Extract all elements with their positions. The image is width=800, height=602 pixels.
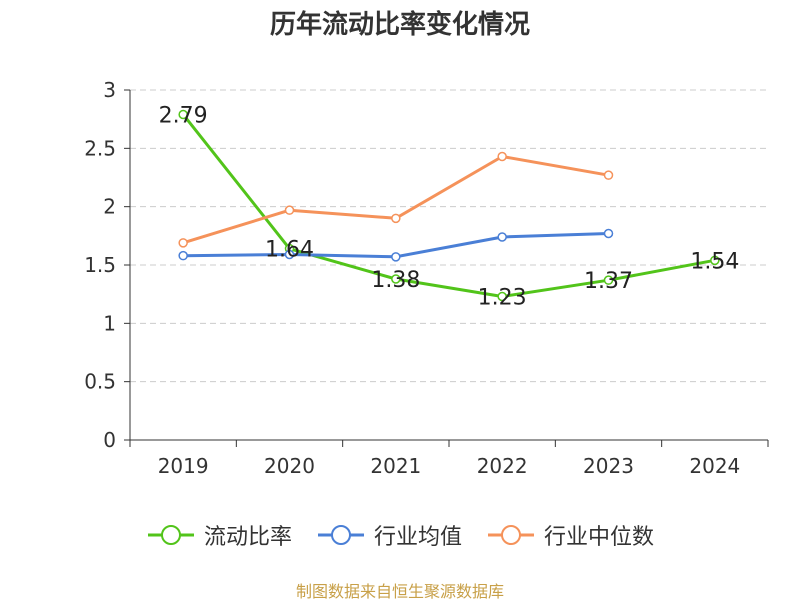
data-point bbox=[178, 109, 188, 120]
data-point bbox=[603, 170, 614, 180]
data-point bbox=[284, 249, 295, 260]
y-tick-label: 1 bbox=[103, 311, 116, 335]
x-tick-label: 2019 bbox=[158, 454, 209, 478]
data-point bbox=[710, 255, 720, 266]
x-tick-label: 2023 bbox=[583, 454, 634, 478]
legend-line-icon bbox=[147, 525, 194, 545]
data-point bbox=[178, 238, 188, 248]
data-label: 1.37 bbox=[584, 269, 633, 294]
series-lines bbox=[178, 109, 720, 302]
legend-item[interactable]: 流动比率 bbox=[146, 519, 292, 551]
data-point bbox=[391, 213, 401, 224]
legend-label: 行业均值 bbox=[373, 525, 462, 550]
data-label: 1.64 bbox=[265, 238, 314, 263]
series-line-2 bbox=[182, 155, 609, 245]
data-point bbox=[178, 250, 188, 261]
y-tick-label: 1.5 bbox=[84, 253, 116, 277]
legend-line-icon bbox=[488, 525, 534, 545]
axes: 0 0.5 1 1.5 2 2.5 3 2019 2020 2021 2022 2023 2024 bbox=[84, 78, 769, 478]
data-point bbox=[603, 275, 614, 285]
x-tick-label: 2021 bbox=[370, 454, 421, 478]
y-tick-label: 2 bbox=[103, 195, 116, 219]
y-tick-label: 2.5 bbox=[84, 136, 116, 160]
data-point bbox=[603, 228, 614, 239]
legend-line-icon bbox=[317, 525, 364, 545]
data-point bbox=[284, 205, 295, 215]
data-point bbox=[391, 252, 401, 262]
legend-label: 行业中位数 bbox=[544, 525, 655, 550]
y-tick-label: 0.5 bbox=[84, 370, 116, 394]
chart-title: 历年流动比率变化情况 bbox=[269, 10, 530, 40]
data-label: 2.79 bbox=[159, 104, 208, 129]
grid-lines bbox=[130, 89, 768, 383]
data-label: 1.23 bbox=[478, 286, 527, 311]
data-point bbox=[391, 274, 401, 284]
x-tick-label: 2022 bbox=[477, 454, 528, 478]
data-point bbox=[497, 151, 507, 162]
data-label: 1.54 bbox=[690, 249, 739, 274]
data-label: 1.38 bbox=[371, 268, 420, 293]
data-point bbox=[497, 291, 507, 302]
legend-label: 流动比率 bbox=[203, 525, 292, 550]
y-tick-label: 0 bbox=[103, 428, 116, 452]
y-tick-label: 3 bbox=[103, 78, 116, 102]
data-labels: 2.79 1.64 1.38 1.23 1.37 1.54 bbox=[159, 104, 740, 311]
legend-item[interactable]: 行业均值 bbox=[316, 519, 462, 551]
series-line-0 bbox=[182, 113, 716, 298]
x-tick-label: 2020 bbox=[264, 454, 315, 478]
legend: 流动比率 行业均值 行业中位数 bbox=[0, 519, 800, 551]
source-note: 制图数据来自恒生聚源数据库 bbox=[295, 582, 504, 601]
data-point bbox=[497, 232, 507, 242]
legend-item[interactable]: 行业中位数 bbox=[486, 519, 654, 551]
x-tick-label: 2024 bbox=[689, 454, 740, 478]
